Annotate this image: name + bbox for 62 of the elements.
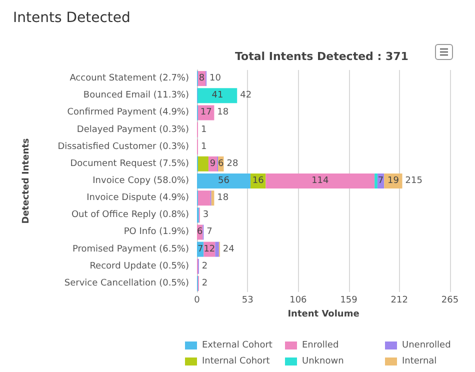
data-label: 114 bbox=[312, 176, 330, 186]
data-label: 12 bbox=[204, 244, 216, 254]
total-label: 3 bbox=[202, 210, 209, 220]
total-label: 18 bbox=[217, 108, 229, 118]
legend-label: Unknown bbox=[302, 356, 344, 366]
data-label: 7 bbox=[378, 176, 384, 186]
y-tick-label: Delayed Payment (0.3%) bbox=[76, 124, 189, 135]
bar bbox=[198, 190, 210, 206]
total-label: 28 bbox=[226, 158, 238, 169]
y-tick-label: Invoice Dispute (4.9%) bbox=[86, 193, 189, 204]
y-tick-label: Invoice Copy (58.0%) bbox=[92, 176, 189, 186]
data-label: 41 bbox=[212, 90, 224, 101]
bar bbox=[266, 174, 375, 188]
legend-label: Internal Cohort bbox=[202, 356, 270, 366]
data-label: 19 bbox=[387, 176, 400, 186]
bar bbox=[197, 174, 250, 188]
bar bbox=[374, 174, 378, 188]
bar bbox=[215, 242, 219, 257]
data-label: 6 bbox=[196, 227, 203, 238]
total-label: 215 bbox=[405, 176, 422, 186]
total-label: 1 bbox=[200, 124, 207, 135]
y-tick-label: Account Statement (2.7%) bbox=[70, 74, 189, 84]
data-label: 7 bbox=[197, 244, 204, 254]
total-label: 1 bbox=[200, 142, 207, 152]
y-tick-label: Record Update (0.5%) bbox=[90, 261, 189, 272]
y-tick-label: PO Info (1.9%) bbox=[124, 227, 189, 238]
y-axis-title: Detected Intents bbox=[22, 138, 32, 224]
x-tick-label: 265 bbox=[441, 296, 459, 306]
total-label: 18 bbox=[217, 193, 229, 204]
y-tick-label: Service Cancellation (0.5%) bbox=[64, 278, 189, 288]
x-tick-label: 159 bbox=[340, 296, 358, 306]
legend-label: Internal bbox=[402, 356, 437, 366]
total-label: 2 bbox=[202, 261, 208, 272]
bar bbox=[198, 156, 208, 172]
y-tick-label: Dissatisfied Customer (0.3%) bbox=[58, 142, 189, 152]
x-axis-title: Intent Volume bbox=[288, 309, 360, 320]
x-tick-label: 212 bbox=[390, 296, 408, 306]
total-label: 42 bbox=[240, 90, 252, 101]
x-tick-label: 53 bbox=[242, 296, 254, 306]
data-label: 16 bbox=[252, 176, 264, 186]
legend-label: Unenrolled bbox=[402, 340, 451, 350]
data-label: 9 bbox=[210, 158, 216, 169]
legend-label: External Cohort bbox=[202, 340, 273, 350]
total-label: 7 bbox=[206, 227, 212, 238]
data-label: 56 bbox=[218, 176, 230, 186]
bar bbox=[198, 88, 238, 104]
y-tick-label: Promised Payment (6.5%) bbox=[72, 244, 189, 254]
total-label: 24 bbox=[222, 244, 235, 254]
data-label: 8 bbox=[198, 74, 205, 84]
legend-label: Enrolled bbox=[302, 340, 339, 350]
y-tick-label: Bounced Email (11.3%) bbox=[83, 90, 189, 101]
x-tick-label: 0 bbox=[194, 296, 200, 306]
text: Intents Detected bbox=[13, 10, 130, 26]
y-tick-label: Document Request (7.5%) bbox=[70, 158, 189, 169]
data-label: 6 bbox=[218, 158, 224, 169]
y-tick-label: Out of Office Reply (0.8%) bbox=[71, 210, 189, 220]
data-label: 17 bbox=[200, 108, 212, 118]
y-tick-label: Confirmed Payment (4.9%) bbox=[67, 108, 189, 118]
total-label: 2 bbox=[202, 278, 208, 288]
chart-subtitle: Total Intents Detected : 371 bbox=[235, 50, 408, 63]
x-tick-label: 106 bbox=[290, 296, 308, 306]
total-label: 10 bbox=[210, 74, 222, 84]
